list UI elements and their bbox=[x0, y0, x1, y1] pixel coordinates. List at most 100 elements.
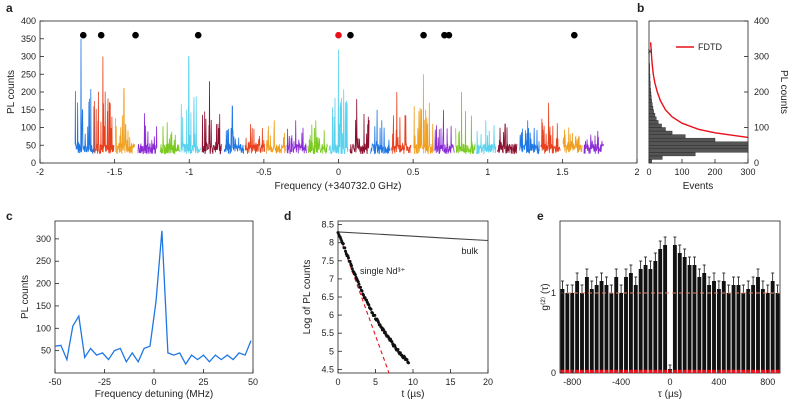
panel-e-background-bar bbox=[628, 369, 633, 373]
panel-b-hist-bar bbox=[648, 95, 652, 100]
panel-b-ytick-label: 0 bbox=[754, 158, 759, 168]
panel-d-ytick-label: 6.5 bbox=[321, 292, 334, 302]
panel-e-bar bbox=[702, 273, 707, 373]
panel-e-bar bbox=[633, 285, 638, 373]
panel-d-point bbox=[350, 267, 354, 271]
panel-b-hist-bar bbox=[648, 74, 651, 78]
panel-a-scan-line bbox=[180, 56, 201, 155]
panel-d-bulk-label: bulk bbox=[461, 246, 478, 256]
panel-a-dot bbox=[132, 31, 139, 39]
panel-e-background-bar bbox=[712, 369, 716, 373]
panel-b-hist-bar bbox=[648, 88, 651, 93]
panel-b-hist-bar bbox=[648, 81, 651, 86]
panel-a-xtick-label: 1.5 bbox=[556, 167, 569, 177]
panel-b-hist-bar bbox=[648, 63, 650, 68]
panel-d-xlabel: t (µs) bbox=[402, 389, 425, 400]
panel-d-xtick-label: 5 bbox=[373, 377, 378, 387]
panel-b-xtick-label: 300 bbox=[740, 167, 755, 177]
panel-e-bar bbox=[736, 285, 741, 373]
panel-d-point bbox=[373, 313, 377, 317]
panel-b-y-ticks: 0 100 200 300 400 bbox=[744, 16, 769, 168]
panel-c-ytick-label: 100 bbox=[36, 323, 51, 333]
panel-b-hist-bar bbox=[648, 98, 652, 103]
panel-d-single-points bbox=[336, 231, 410, 365]
panel-b-hist-bar bbox=[648, 77, 651, 82]
panel-e-bar bbox=[707, 285, 712, 373]
panel-a-scan-line bbox=[94, 56, 115, 154]
panel-a-xtick-label: -1.5 bbox=[107, 167, 123, 177]
panel-d-ytick-label: 7 bbox=[329, 274, 334, 284]
panel-e-background-bar bbox=[638, 369, 643, 373]
panel-e-bar bbox=[580, 293, 584, 373]
panel-e-ylabel: g⁽²⁾ (τ) bbox=[540, 283, 551, 310]
panel-a-ytick-label: 300 bbox=[21, 52, 36, 62]
panel-a-xtick-label: -1 bbox=[185, 167, 193, 177]
panel-e-bar bbox=[721, 281, 726, 373]
panel-label-d: d bbox=[284, 209, 291, 223]
panel-a-scan-line bbox=[223, 105, 245, 155]
panel-a-scan-line bbox=[244, 123, 265, 154]
panel-e-background-bar bbox=[726, 369, 731, 373]
panel-a-scan-line bbox=[519, 120, 540, 155]
panel-e-bars bbox=[560, 236, 780, 373]
panel-e-xtick-label: -400 bbox=[612, 377, 630, 387]
panel-a-scan-line bbox=[413, 74, 434, 155]
panel-label-a: a bbox=[6, 1, 13, 15]
panel-d-ytick-label: 6 bbox=[329, 310, 334, 320]
panel-a-ylabel: PL counts bbox=[6, 70, 17, 114]
panel-e-bar bbox=[741, 293, 746, 373]
panel-e-background-bar bbox=[687, 369, 692, 373]
panel-b-ylabel: PL counts bbox=[778, 70, 789, 114]
panel-e-xlabel: τ (µs) bbox=[658, 389, 682, 400]
panel-a-xtick-label: 0.5 bbox=[407, 167, 420, 177]
panel-b-hist-bar bbox=[648, 70, 650, 75]
panel-b-hist-bar bbox=[648, 116, 657, 121]
panel-e-bar bbox=[682, 257, 687, 373]
panel-e-background-bar bbox=[560, 369, 565, 373]
panel-e-background-bar bbox=[599, 369, 604, 373]
panel-b-hist-bar bbox=[648, 134, 686, 139]
panel-e-bar bbox=[560, 289, 565, 373]
panel-e-background-bar bbox=[609, 369, 614, 373]
panel-a-scan-line bbox=[540, 102, 561, 154]
panel-e-background-bar bbox=[633, 369, 638, 373]
panel-e-background-bar bbox=[653, 369, 658, 373]
panel-d-plot: 4.5 5 5.5 6 6.5 7 7.5 8 8.5 0 5 10 15 20 bulk single… bbox=[302, 220, 493, 400]
panel-c-xtick-label: 25 bbox=[198, 377, 208, 387]
panel-b-xlabel: Events bbox=[683, 181, 714, 192]
panel-a-ytick-label: 250 bbox=[21, 69, 36, 79]
panel-d-point bbox=[367, 303, 371, 307]
panel-d-point bbox=[350, 264, 353, 268]
panel-d-frame bbox=[337, 220, 489, 374]
panel-a-dot bbox=[79, 31, 87, 39]
panel-b-hist-bar bbox=[648, 123, 662, 128]
panel-d-point bbox=[357, 282, 361, 286]
panel-e-background-bar bbox=[658, 369, 663, 373]
panel-d-ytick-label: 8.5 bbox=[321, 220, 334, 230]
panel-e-background-bar bbox=[643, 369, 648, 373]
panel-a-ytick-label: 50 bbox=[26, 140, 36, 150]
panel-e-bar bbox=[589, 289, 594, 373]
panel-label-c: c bbox=[6, 209, 13, 223]
panel-e-background-bar bbox=[672, 369, 677, 373]
panel-d-xtick-label: 10 bbox=[408, 377, 418, 387]
panel-e-background-bar bbox=[594, 369, 599, 373]
panel-b-marker: × bbox=[647, 47, 652, 57]
panel-a-scan-line bbox=[201, 81, 222, 155]
panel-e-ytick-label: 0 bbox=[551, 368, 556, 378]
panel-a-xtick-label: 2 bbox=[634, 167, 639, 177]
panel-e-bar bbox=[756, 277, 760, 373]
panel-b-hist-bar bbox=[648, 84, 651, 89]
panel-e-background-bar bbox=[589, 369, 594, 373]
panel-c-xtick-label: -50 bbox=[48, 377, 61, 387]
panel-d-point bbox=[353, 273, 357, 277]
panel-a-ytick-label: 200 bbox=[21, 87, 36, 97]
panel-a-xlabel: Frequency (+340732.0 GHz) bbox=[274, 181, 401, 192]
panel-label-e: e bbox=[537, 209, 544, 223]
panel-b-hist-bar bbox=[648, 91, 652, 96]
panel-e-background-bar bbox=[580, 369, 584, 373]
panel-e-xtick-label: -800 bbox=[563, 377, 581, 387]
panel-e-background-bar bbox=[760, 369, 765, 373]
panel-a-scan-line bbox=[434, 109, 455, 154]
